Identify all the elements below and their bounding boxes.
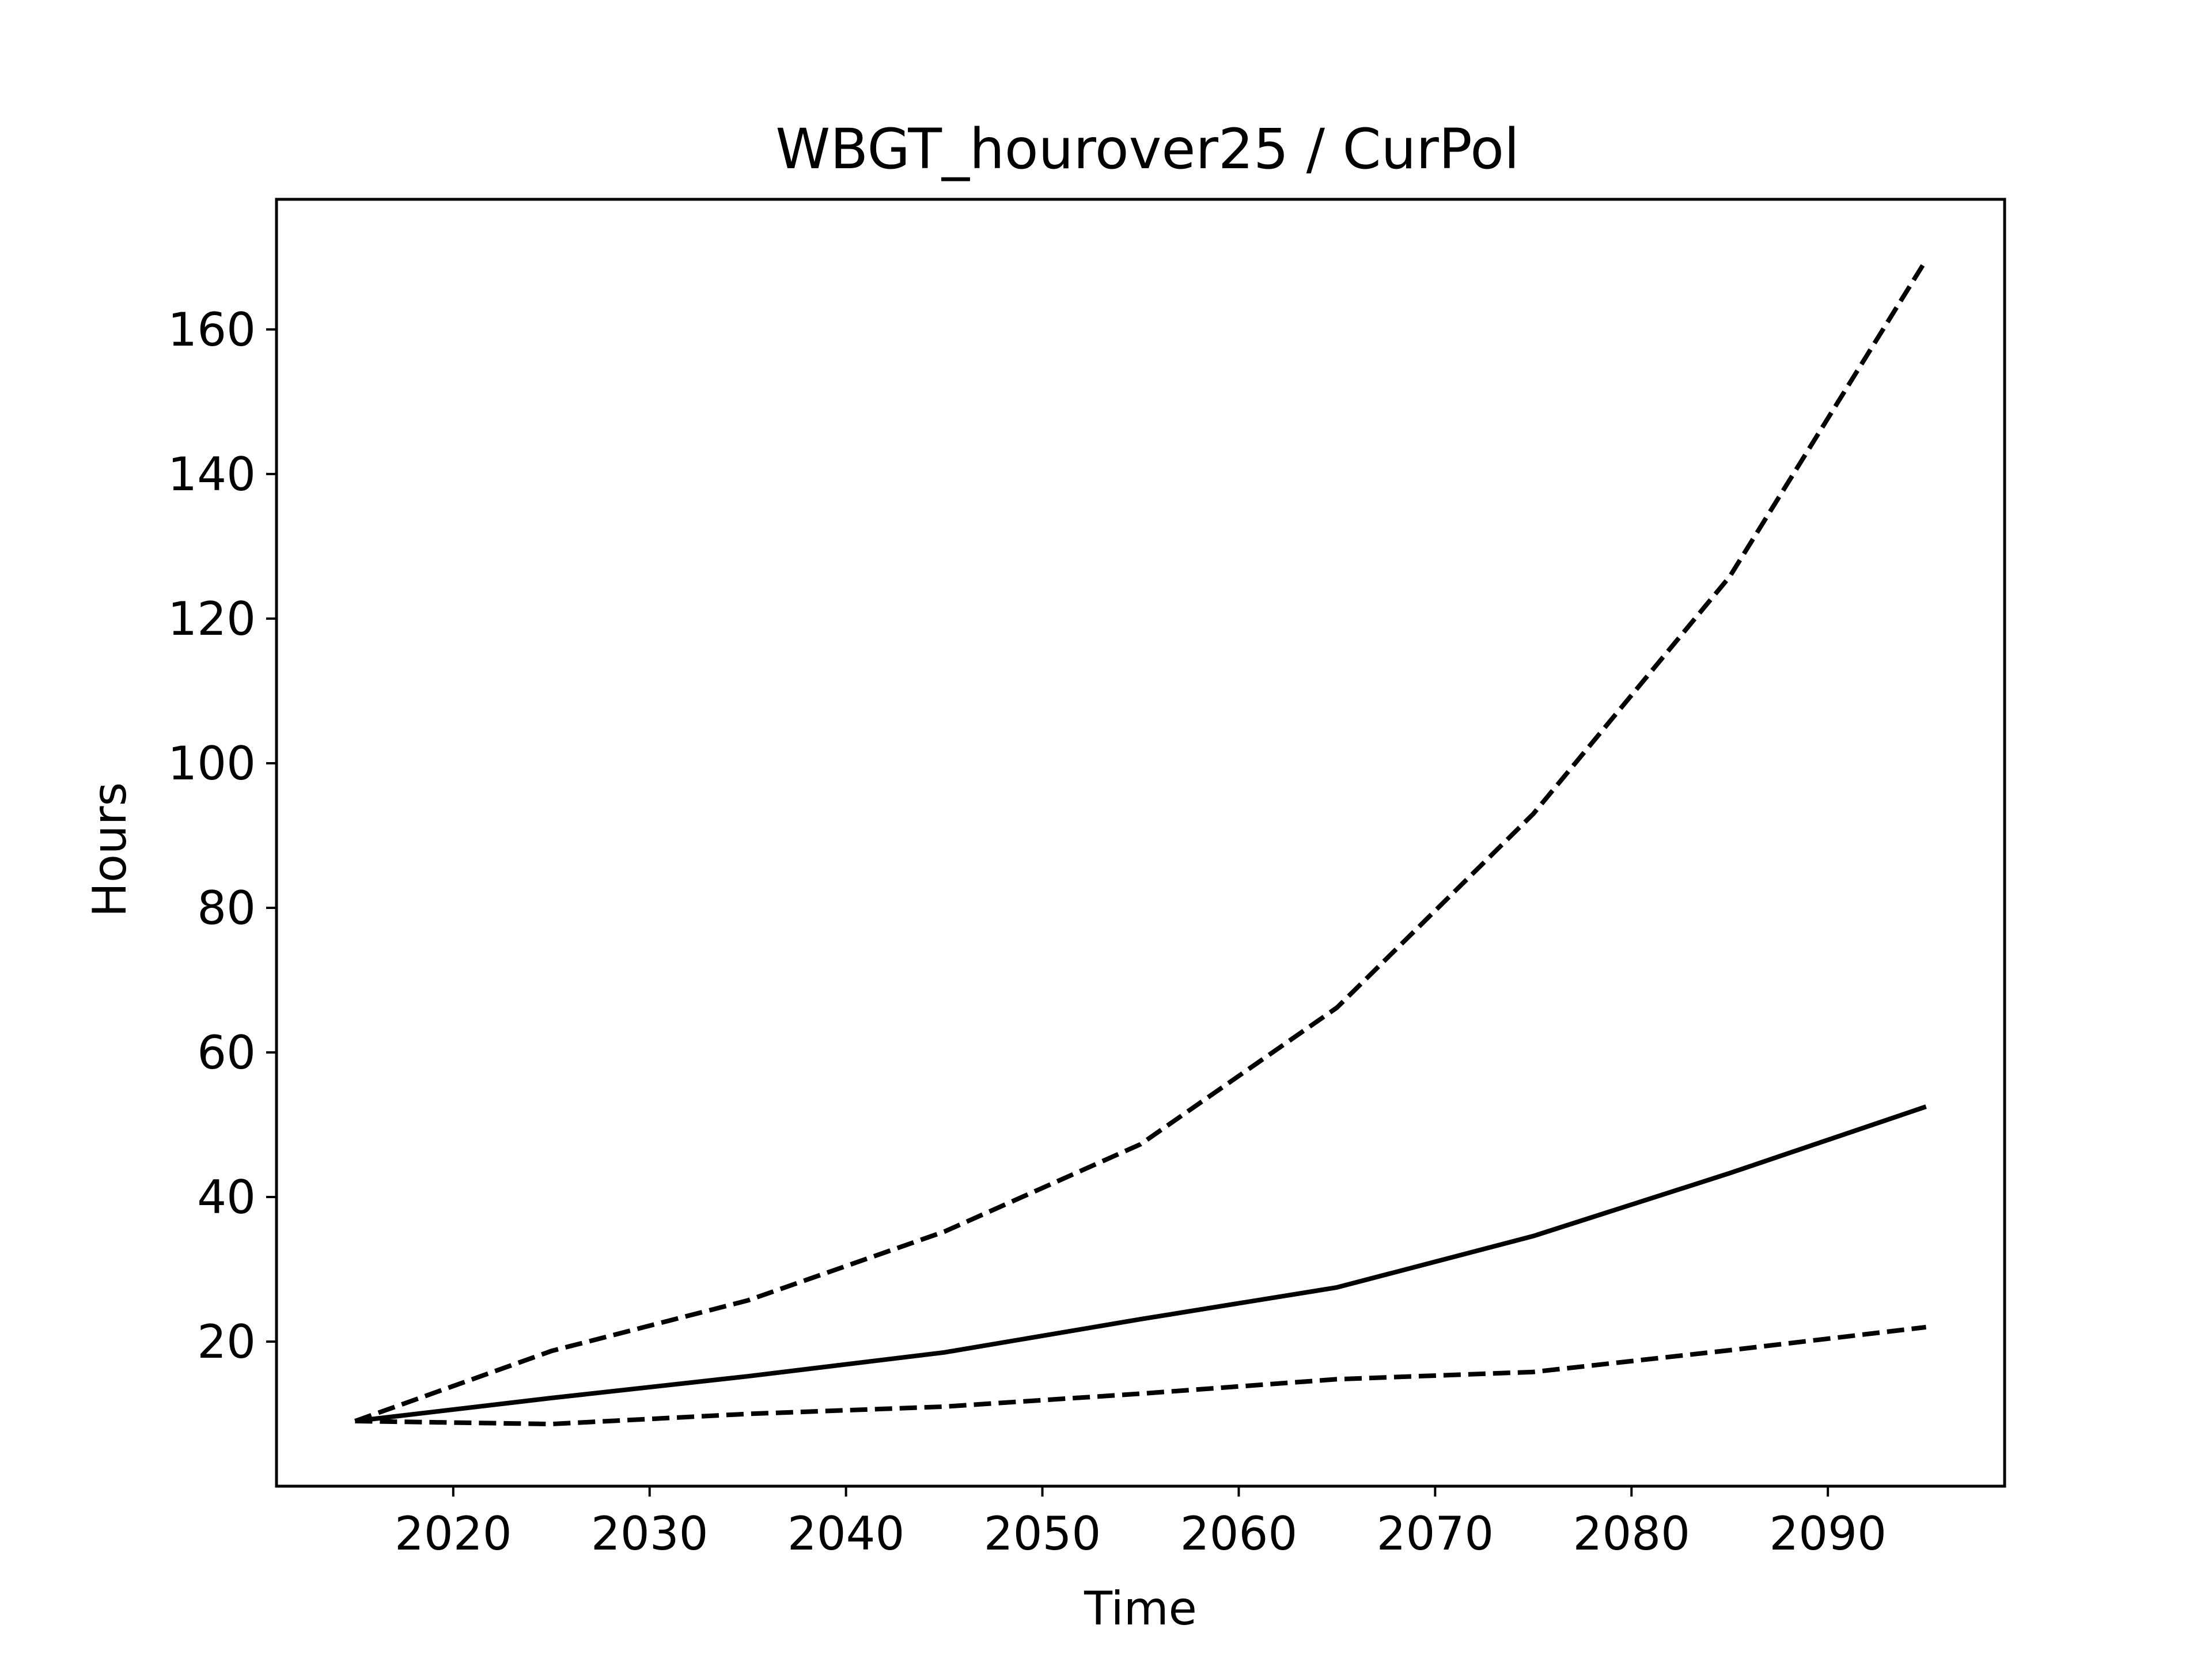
x-tick-label: 2090: [1769, 1507, 1887, 1560]
y-axis: 20 40 60 80 100 120 140 160: [168, 303, 276, 1369]
y-axis-label: Hours: [83, 782, 137, 917]
axes-frame: [275, 198, 2006, 1488]
y-tick-label: 120: [168, 592, 256, 646]
x-tick-label: 2060: [1180, 1507, 1298, 1560]
y-tick-label: 100: [168, 737, 256, 790]
series-line-2: [354, 1104, 1927, 1423]
x-tick-label: 2020: [395, 1507, 512, 1560]
x-tick-label: 2030: [591, 1507, 709, 1560]
y-tick-label: 40: [197, 1171, 256, 1224]
y-tick-label: 160: [168, 303, 256, 357]
y-tick-label: 80: [197, 881, 256, 935]
y-tick-label: 60: [197, 1026, 256, 1080]
series-line-3: [355, 1324, 1927, 1427]
plot-area: [354, 259, 1928, 1427]
x-tick-label: 2040: [787, 1507, 905, 1560]
y-tick-label: 20: [197, 1315, 256, 1369]
series-line-1: [354, 259, 1928, 1423]
x-axis: 2020 2030 2040 2050 2060 2070 2080 2090: [395, 1486, 1887, 1560]
x-tick-label: 2050: [984, 1507, 1101, 1560]
chart-title: WBGT_hourover25 / CurPol: [775, 117, 1519, 181]
x-tick-label: 2080: [1573, 1507, 1690, 1560]
x-tick-label: 2070: [1377, 1507, 1494, 1560]
x-axis-label: Time: [1084, 1582, 1197, 1635]
y-tick-label: 140: [168, 448, 256, 501]
